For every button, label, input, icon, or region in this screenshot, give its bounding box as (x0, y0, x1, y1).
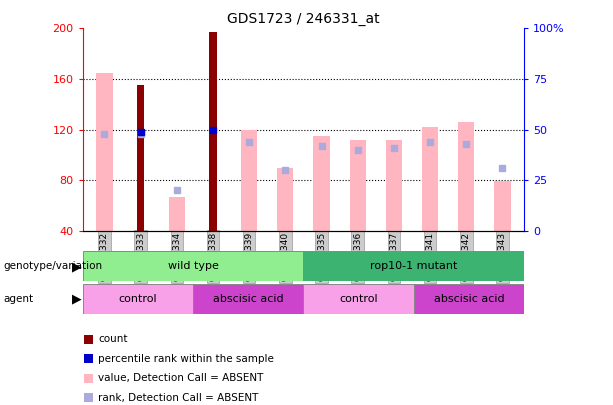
Bar (303, 251, 524, 281)
Text: count: count (98, 335, 128, 344)
Bar (494, 181, 511, 231)
Text: percentile rank within the sample: percentile rank within the sample (98, 354, 274, 364)
Title: GDS1723 / 246331_at: GDS1723 / 246331_at (227, 12, 379, 26)
Bar (386, 140, 402, 231)
Bar (303, 284, 414, 314)
Bar (84, 335, 93, 344)
Bar (169, 197, 185, 231)
Bar (458, 122, 474, 231)
Bar (193, 284, 303, 314)
Bar (83, 284, 193, 314)
Text: control: control (118, 294, 158, 304)
Text: rop10-1 mutant: rop10-1 mutant (370, 261, 457, 271)
Bar (96, 72, 113, 231)
Text: abscisic acid: abscisic acid (433, 294, 504, 304)
Text: abscisic acid: abscisic acid (213, 294, 284, 304)
Bar (422, 127, 438, 231)
Text: rank, Detection Call = ABSENT: rank, Detection Call = ABSENT (98, 393, 259, 403)
Bar (313, 136, 330, 231)
Bar (241, 130, 257, 231)
Text: value, Detection Call = ABSENT: value, Detection Call = ABSENT (98, 373, 264, 383)
Bar (84, 374, 93, 383)
Text: agent: agent (3, 294, 33, 304)
Bar (84, 393, 93, 402)
Bar (83, 251, 303, 281)
Bar (137, 85, 144, 231)
Text: genotype/variation: genotype/variation (3, 262, 102, 271)
Text: wild type: wild type (168, 261, 218, 271)
Bar (277, 168, 294, 231)
Text: ▶: ▶ (72, 292, 82, 305)
Text: ▶: ▶ (72, 260, 82, 273)
Bar (414, 284, 524, 314)
Bar (209, 32, 216, 231)
Bar (84, 354, 93, 363)
Text: control: control (339, 294, 378, 304)
Bar (349, 140, 366, 231)
